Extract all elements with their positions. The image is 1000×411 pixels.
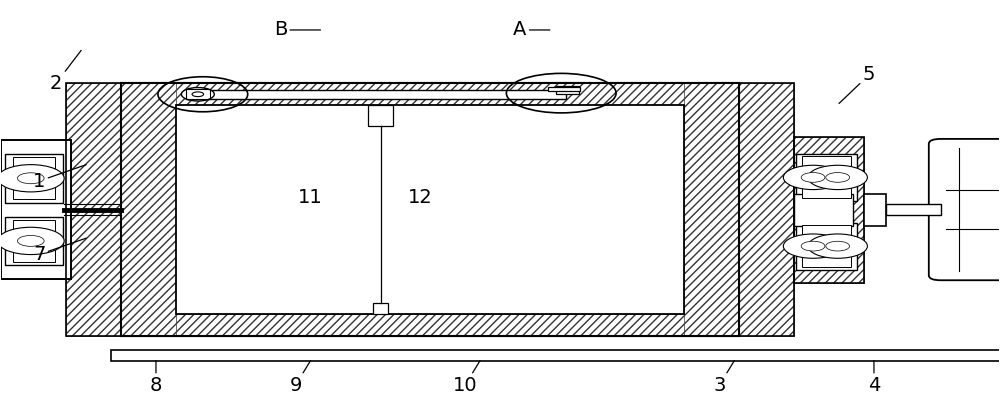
Bar: [739, 83, 794, 336]
Text: 2: 2: [50, 51, 81, 92]
Text: 11: 11: [298, 188, 323, 207]
Bar: [796, 223, 857, 270]
Circle shape: [0, 165, 64, 192]
Bar: [864, 194, 886, 226]
Text: 7: 7: [33, 238, 86, 264]
Bar: [13, 157, 55, 199]
Bar: [121, 314, 739, 336]
Bar: [111, 351, 1000, 360]
Text: 10: 10: [453, 360, 480, 395]
Text: A: A: [513, 21, 550, 39]
Bar: [794, 194, 853, 226]
Bar: [121, 83, 176, 336]
Text: 5: 5: [839, 65, 875, 104]
Bar: [684, 83, 739, 336]
Text: 8: 8: [150, 360, 162, 395]
Bar: [886, 204, 941, 215]
Circle shape: [808, 234, 867, 258]
Circle shape: [181, 88, 214, 101]
Bar: [121, 83, 739, 336]
Bar: [66, 83, 121, 336]
Text: 1: 1: [33, 165, 86, 191]
Text: 4: 4: [868, 360, 880, 395]
Text: B: B: [274, 21, 320, 39]
Text: 12: 12: [408, 188, 433, 207]
Circle shape: [808, 165, 867, 189]
Bar: [176, 106, 684, 314]
Bar: [186, 89, 210, 99]
Circle shape: [0, 227, 64, 254]
Bar: [802, 157, 851, 199]
Text: 3: 3: [713, 360, 734, 395]
Bar: [186, 90, 566, 99]
Bar: [66, 83, 121, 336]
Bar: [794, 136, 864, 283]
Circle shape: [17, 236, 44, 246]
Bar: [796, 154, 857, 201]
Bar: [1, 140, 71, 279]
Bar: [5, 217, 63, 265]
Circle shape: [783, 165, 843, 189]
Circle shape: [17, 173, 44, 184]
FancyBboxPatch shape: [929, 139, 1000, 280]
Bar: [121, 83, 739, 336]
Circle shape: [801, 173, 825, 182]
Bar: [548, 87, 580, 91]
Bar: [13, 220, 55, 262]
Circle shape: [192, 92, 204, 97]
Text: 9: 9: [289, 360, 311, 395]
Bar: [556, 86, 579, 94]
Bar: [802, 225, 851, 267]
Bar: [1, 140, 71, 279]
Bar: [739, 83, 794, 336]
Bar: [794, 136, 864, 283]
Circle shape: [801, 241, 825, 251]
Bar: [373, 303, 388, 314]
Circle shape: [826, 173, 850, 182]
Bar: [121, 83, 739, 106]
Bar: [5, 154, 63, 203]
Circle shape: [783, 234, 843, 258]
Bar: [1, 140, 71, 279]
Bar: [368, 106, 393, 126]
Circle shape: [826, 241, 850, 251]
